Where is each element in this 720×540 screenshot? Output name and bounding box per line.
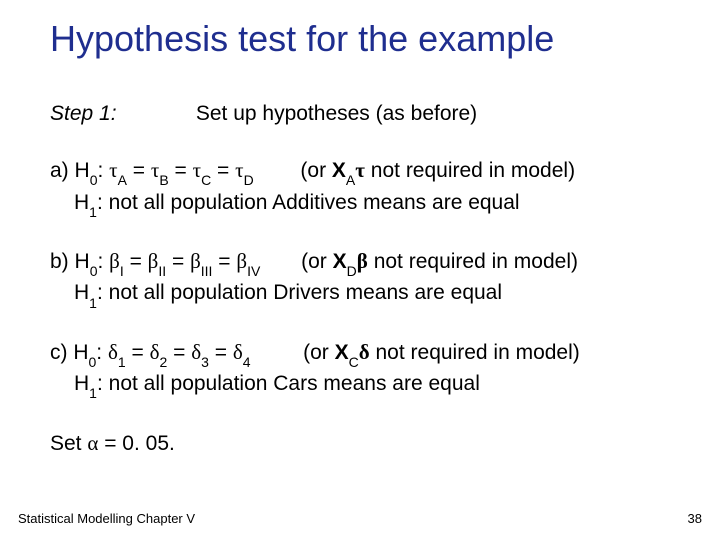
page-number: 38 — [688, 511, 702, 526]
beta-icon: β — [148, 249, 159, 273]
a-colon: : — [97, 159, 109, 182]
step-label: Step 1: — [50, 100, 190, 127]
b-eq2: = — [166, 250, 190, 273]
tau-icon: τ — [109, 158, 117, 182]
beta-icon: β — [109, 249, 120, 273]
delta-icon: δ — [150, 340, 160, 364]
b-X: X — [333, 250, 347, 273]
c-h1-sub: 1 — [89, 385, 97, 401]
c-xsub: C — [349, 354, 359, 370]
c-paren-post: not required in model) — [370, 341, 580, 364]
step-text: Set up hypotheses (as before) — [196, 102, 477, 125]
c-sub2: 2 — [160, 354, 168, 370]
a-eq3: = — [211, 159, 235, 182]
a-subC: C — [201, 172, 211, 188]
a-eq1: = — [127, 159, 151, 182]
b-h1-sub: 1 — [89, 295, 97, 311]
delta-icon: δ — [233, 340, 243, 364]
b-subIII: III — [201, 263, 213, 279]
c-eq3: = — [209, 341, 233, 364]
c-prefix: c) H — [50, 341, 89, 364]
a-h1-text: : not all population Additives means are… — [97, 191, 520, 214]
b-h1-text: : not all population Drivers means are e… — [97, 281, 502, 304]
c-h1: H1: not all population Cars means are eq… — [50, 370, 670, 399]
a-paren-pre: (or — [254, 159, 332, 182]
footer-left: Statistical Modelling Chapter V — [18, 511, 195, 526]
c-sub3: 3 — [201, 354, 209, 370]
c-h0-sub: 0 — [89, 354, 97, 370]
set-alpha: Set α = 0. 05. — [50, 430, 670, 457]
c-eq1: = — [126, 341, 150, 364]
a-paren-post: not required in model) — [365, 159, 575, 182]
c-X: X — [335, 341, 349, 364]
c-colon: : — [96, 341, 108, 364]
a-prefix: a) H — [50, 159, 90, 182]
a-subA: A — [118, 172, 127, 188]
delta-icon: δ — [108, 340, 118, 364]
beta-icon: β — [190, 249, 201, 273]
footer: Statistical Modelling Chapter V 38 — [18, 511, 702, 526]
b-colon: : — [97, 250, 109, 273]
tau-icon: τ — [355, 158, 365, 182]
alpha-icon: α — [87, 431, 98, 455]
hypothesis-a: a) H0: τA = τB = τC = τD (or XAτ not req… — [50, 157, 670, 218]
b-eq1: = — [124, 250, 148, 273]
a-h0-sub: 0 — [90, 172, 98, 188]
b-subII: II — [158, 263, 166, 279]
step-line: Step 1: Set up hypotheses (as before) — [50, 100, 670, 127]
beta-icon: β — [357, 249, 368, 273]
c-sub1: 1 — [118, 354, 126, 370]
a-xsub: A — [346, 172, 355, 188]
a-eq2: = — [169, 159, 193, 182]
a-h1-sub: 1 — [89, 204, 97, 220]
set-pre: Set — [50, 432, 87, 455]
b-xsub: D — [347, 263, 357, 279]
a-subD: D — [244, 172, 254, 188]
a-subB: B — [159, 172, 168, 188]
c-h0: c) H0: δ1 = δ2 = δ3 = δ4 (or XCδ not req… — [50, 339, 670, 368]
c-paren-pre: (or — [251, 341, 335, 364]
b-subI: I — [120, 263, 124, 279]
slide-title: Hypothesis test for the example — [0, 0, 720, 60]
c-sub4: 4 — [243, 354, 251, 370]
b-h1: H1: not all population Drivers means are… — [50, 279, 670, 308]
a-h0: a) H0: τA = τB = τC = τD (or XAτ not req… — [50, 157, 670, 186]
hypothesis-c: c) H0: δ1 = δ2 = δ3 = δ4 (or XCδ not req… — [50, 339, 670, 400]
b-subIV: IV — [247, 263, 260, 279]
a-h1: H1: not all population Additives means a… — [50, 189, 670, 218]
b-h0: b) H0: βI = βII = βIII = βIV (or XDβ not… — [50, 248, 670, 277]
set-post: = 0. 05. — [98, 432, 174, 455]
b-prefix: b) H — [50, 250, 90, 273]
b-paren-post: not required in model) — [368, 250, 578, 273]
delta-icon: δ — [191, 340, 201, 364]
beta-icon: β — [236, 249, 247, 273]
a-X: X — [332, 159, 346, 182]
c-eq2: = — [167, 341, 191, 364]
c-h1-prefix: H — [74, 372, 89, 395]
slide-body: Step 1: Set up hypotheses (as before) a)… — [0, 60, 720, 457]
c-h1-text: : not all population Cars means are equa… — [97, 372, 480, 395]
delta-icon: δ — [359, 340, 370, 364]
a-h1-prefix: H — [74, 191, 89, 214]
b-eq3: = — [212, 250, 236, 273]
b-h1-prefix: H — [74, 281, 89, 304]
tau-icon: τ — [193, 158, 201, 182]
b-paren-pre: (or — [260, 250, 332, 273]
hypothesis-b: b) H0: βI = βII = βIII = βIV (or XDβ not… — [50, 248, 670, 309]
tau-icon: τ — [235, 158, 243, 182]
b-h0-sub: 0 — [90, 263, 98, 279]
